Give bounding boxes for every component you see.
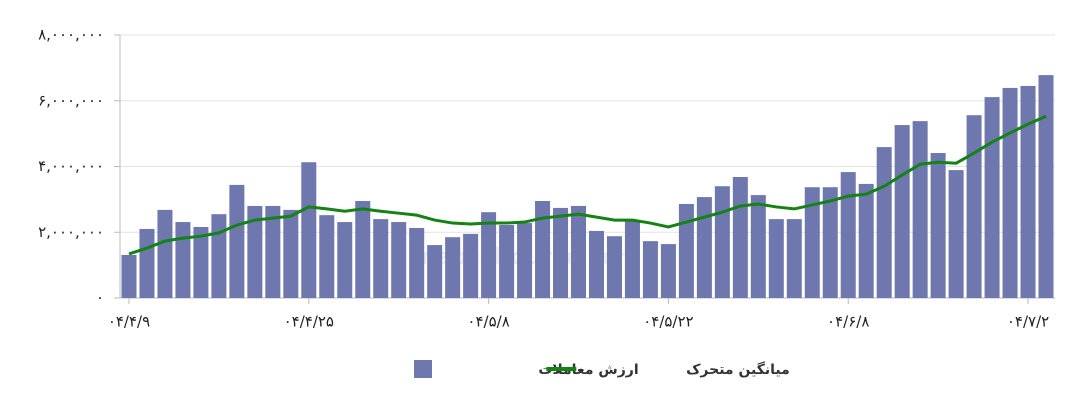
bar [535,201,551,298]
bar [894,125,910,298]
bar [157,209,173,298]
x-tick-label: ۰۴/۵/۲۲ [643,313,693,331]
bar [193,226,209,298]
bar [247,205,263,298]
bar [409,227,425,298]
x-tick-label: ۰۴/۶/۸ [827,313,869,331]
bar [984,97,1000,298]
bar [121,254,137,298]
y-tick-label: ۰ [96,289,104,307]
legend-swatch [414,360,432,378]
bar [696,197,712,298]
bar [211,214,227,298]
bar [966,115,982,298]
bar [445,237,461,298]
bar [588,230,604,298]
bar [337,222,353,298]
bar [283,209,299,298]
bar [571,205,587,298]
y-tick-label: ۲,۰۰۰,۰۰۰ [38,223,104,241]
bar [373,219,389,298]
bar [517,223,533,298]
bar [139,228,155,298]
bar [768,219,784,298]
bar [355,201,371,298]
bar [229,184,245,298]
bar [804,187,820,298]
bar [265,205,281,298]
legend-label: میانگین متحرک [686,361,790,378]
bar [642,241,658,298]
bar [391,222,407,298]
bar [624,220,640,298]
bar [427,245,443,298]
bar [930,153,946,298]
bar [732,177,748,298]
bar [912,121,928,298]
bar [463,233,479,298]
bar [858,183,874,298]
legend-label: ارزش معاملات [538,362,638,378]
bar [660,244,676,298]
bar [840,172,856,298]
line [128,114,1047,256]
bar [301,162,317,298]
x-tick-label: ۰۴/۷/۲ [1007,313,1049,331]
x-tick-label: ۰۴/۵/۸ [467,313,509,331]
bar [678,203,694,298]
bar [1038,75,1054,298]
bar [822,187,838,298]
y-tick-label: ۸,۰۰۰,۰۰۰ [38,26,104,44]
bar [876,147,892,298]
y-tick-label: ۶,۰۰۰,۰۰۰ [38,91,104,109]
bar [553,207,569,298]
bar [175,222,191,298]
y-tick-label: ۴,۰۰۰,۰۰۰ [38,157,104,175]
bar [948,170,964,298]
bar [481,212,497,298]
bar [1002,87,1018,299]
bar [1020,85,1036,298]
x-tick-label: ۰۴/۴/۲۵ [284,313,334,331]
bar [606,236,622,298]
bar [499,225,515,298]
bar [714,186,730,298]
bar [750,195,766,298]
bar [786,219,802,298]
bar [319,215,335,298]
x-tick-label: ۰۴/۴/۹ [108,313,150,331]
